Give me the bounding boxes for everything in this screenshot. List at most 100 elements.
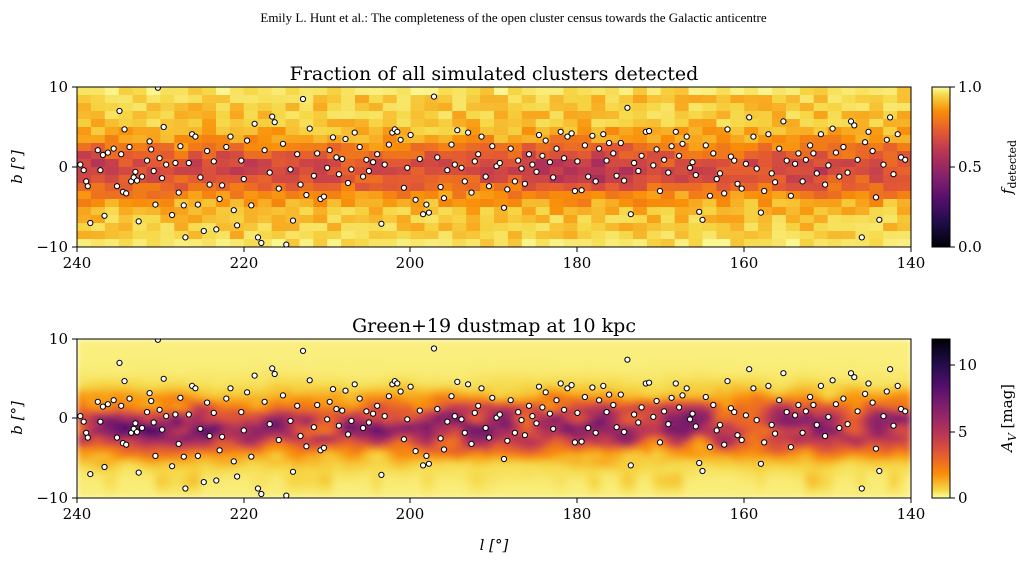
cluster-marker	[475, 151, 482, 158]
colorbar-gradient	[931, 86, 951, 248]
cluster-marker	[407, 131, 414, 139]
cluster-marker	[500, 204, 508, 211]
cluster-marker	[261, 398, 268, 405]
cluster-marker	[197, 174, 204, 181]
cluster-marker	[163, 413, 170, 420]
cluster-marker	[238, 409, 245, 416]
cluster-marker	[787, 444, 795, 451]
cluster-marker	[757, 460, 765, 467]
cluster-marker	[606, 391, 613, 398]
cluster-marker	[132, 420, 139, 427]
cluster-marker	[613, 424, 620, 431]
cluster-marker	[696, 459, 703, 467]
cluster-marker	[194, 201, 201, 208]
cluster-marker	[240, 427, 247, 434]
cluster-marker	[412, 196, 419, 203]
cluster-marker	[862, 139, 869, 146]
cluster-marker	[363, 156, 370, 163]
cluster-marker	[731, 157, 738, 164]
cluster-marker	[275, 436, 282, 444]
cluster-marker	[750, 133, 757, 140]
cluster-marker	[507, 145, 514, 152]
cluster-marker	[240, 175, 247, 183]
cluster-marker	[542, 137, 549, 144]
cluster-marker	[550, 174, 557, 181]
cluster-marker	[511, 429, 519, 436]
cluster-marker	[175, 189, 182, 196]
cluster-marker	[489, 143, 496, 150]
y-tick-label: 0	[58, 409, 68, 427]
cluster-marker	[702, 393, 709, 401]
cluster-marker	[385, 141, 392, 148]
cluster-marker	[568, 382, 575, 389]
cluster-marker	[351, 129, 358, 136]
cluster-marker	[862, 390, 869, 397]
cluster-marker	[887, 366, 894, 373]
dustmap-colorbar: 10 5 0 AV [mag]	[931, 338, 1019, 507]
cluster-marker	[631, 411, 638, 418]
cluster-marker	[844, 169, 851, 176]
cluster-marker	[780, 118, 787, 125]
cluster-marker	[887, 114, 894, 121]
cluster-marker	[787, 192, 795, 199]
cluster-marker	[876, 216, 883, 223]
cluster-marker	[679, 392, 686, 399]
cluster-marker	[546, 159, 554, 166]
cluster-marker	[485, 183, 493, 190]
cluster-marker	[326, 147, 333, 154]
cluster-marker	[795, 150, 802, 157]
cluster-marker	[269, 113, 276, 120]
cluster-marker	[160, 375, 167, 382]
cluster-marker	[400, 436, 407, 443]
cluster-marker	[180, 453, 187, 460]
cluster-marker	[661, 156, 668, 163]
cluster-marker	[890, 422, 897, 429]
cluster-marker	[169, 211, 176, 219]
cluster-marker	[345, 431, 352, 438]
cluster-marker	[84, 434, 91, 441]
cluster-marker	[97, 418, 104, 425]
cluster-marker	[496, 159, 503, 167]
cluster-marker	[810, 401, 817, 409]
cluster-marker	[876, 467, 883, 475]
cluster-marker	[627, 211, 634, 218]
cluster-marker	[297, 432, 304, 440]
cluster-marker	[335, 422, 342, 429]
colorbar-tick-label: 1.0	[958, 78, 982, 96]
cluster-marker	[465, 381, 472, 388]
cluster-marker	[404, 416, 411, 423]
x-tick-label: 220	[230, 254, 259, 272]
cluster-marker	[133, 177, 141, 184]
cluster-marker	[289, 217, 297, 224]
cluster-marker	[160, 123, 167, 131]
cluster-marker	[458, 416, 465, 423]
cluster-marker	[468, 440, 475, 447]
cluster-marker	[535, 131, 543, 139]
cluster-marker	[799, 178, 806, 185]
cluster-marker	[679, 140, 686, 147]
cluster-marker	[710, 150, 717, 157]
cluster-marker	[342, 387, 349, 394]
cluster-marker	[148, 397, 155, 405]
cluster-marker	[478, 385, 485, 392]
cluster-marker	[156, 155, 163, 162]
cluster-marker	[721, 190, 728, 197]
cluster-marker	[320, 193, 327, 200]
cluster-marker	[407, 383, 414, 390]
colorbar-label: AV [mag]	[998, 384, 1019, 454]
cluster-marker	[152, 201, 159, 208]
cluster-marker	[299, 95, 307, 103]
colorbar-tick-label: 0	[958, 489, 968, 507]
cluster-marker	[596, 397, 603, 404]
cluster-marker	[872, 194, 880, 201]
detection-colorbar: 1.0 0.5 0.0 fdetected	[931, 78, 1019, 256]
cluster-marker	[880, 413, 887, 420]
colorbar-tick-label: 5	[958, 423, 968, 441]
cluster-marker	[150, 419, 157, 426]
cluster-marker	[333, 405, 340, 413]
cluster-marker	[182, 485, 189, 492]
cluster-marker	[706, 444, 714, 451]
cluster-marker	[404, 164, 411, 171]
cluster-marker	[266, 169, 273, 176]
